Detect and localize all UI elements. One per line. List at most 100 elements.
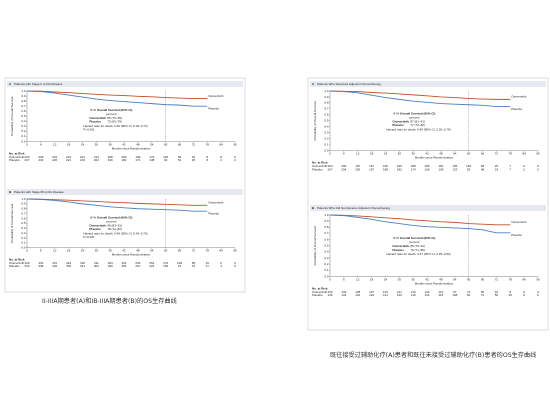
risk-count: 210	[80, 158, 85, 162]
y-tick-label: 0.1	[324, 268, 329, 272]
y-tick-label: 0.5	[324, 119, 329, 123]
table-value: 73 (66–79)	[107, 120, 122, 124]
series-label: Placebo	[208, 106, 219, 110]
risk-count: 189	[383, 167, 388, 171]
table-name: Osimertinib	[392, 120, 409, 124]
risk-count: 136	[327, 293, 332, 297]
x-tick-label: 78	[509, 277, 513, 281]
risk-count: 123	[383, 290, 388, 294]
risk-count: 326	[66, 264, 71, 268]
risk-count: 104	[466, 164, 471, 168]
risk-count: 314	[80, 264, 85, 268]
x-axis-label: Months since Randomization	[112, 253, 151, 257]
risk-count: 116	[411, 293, 416, 297]
risk-count: 17	[206, 264, 210, 268]
risk-count: 207	[327, 167, 332, 171]
x-tick-label: 6	[40, 142, 42, 146]
x-tick-label: 60	[164, 142, 168, 146]
panel-bg	[310, 205, 546, 211]
risk-count: 9	[523, 293, 525, 297]
x-axis-label: Months since Randomization	[112, 146, 151, 150]
risk-count: 181	[438, 164, 443, 168]
risk-count: 182	[397, 167, 402, 171]
x-tick-label: 84	[219, 249, 223, 253]
series-label: Osimertinib	[511, 220, 527, 224]
x-tick-label: 78	[206, 142, 210, 146]
hazard-ratio: Hazard ratio for death, 0.47 (95% CI, 0.…	[386, 252, 450, 256]
y-tick-label: 0.2	[21, 129, 26, 133]
table-name: Osimertinib	[89, 223, 106, 227]
risk-count: 160	[163, 264, 168, 268]
series-label: Osimertinib	[208, 94, 224, 98]
risk-count: 338	[38, 264, 43, 268]
risk-count: 134	[341, 293, 346, 297]
risk-count: 33	[495, 290, 499, 294]
y-tick-label: 0.3	[324, 256, 329, 260]
risk-count: 174	[411, 167, 416, 171]
y-tick-label: 0.3	[324, 131, 329, 135]
risk-count: 166	[425, 167, 430, 171]
x-tick-label: 6	[343, 277, 345, 281]
risk-name: Placebo	[312, 167, 323, 171]
risk-count: 0	[537, 167, 539, 171]
risk-count: 0	[537, 293, 539, 297]
risk-count: 6	[523, 164, 525, 168]
hazard-ratio: Hazard ratio for death, 0.49 (95% CI, 0.…	[83, 124, 147, 128]
y-tick-label: 0.4	[21, 226, 26, 230]
risk-count: 121	[383, 293, 388, 297]
y-tick-label: 0.8	[324, 225, 329, 229]
y-tick-label: 0.7	[324, 231, 329, 235]
risk-count: 332	[38, 261, 43, 265]
hazard-ratio: Hazard ratio for death, 0.49 (95% CI, 0.…	[83, 231, 147, 235]
risk-count: 115	[163, 155, 168, 159]
x-tick-label: 6	[343, 152, 345, 156]
table-value: 79 (71–85)	[410, 248, 425, 252]
x-tick-label: 60	[467, 277, 471, 281]
risk-count: 48	[481, 167, 485, 171]
risk-count: 50	[495, 293, 499, 297]
risk-count: 44	[192, 264, 196, 268]
risk-count: 226	[52, 158, 57, 162]
risk-count: 190	[397, 164, 402, 168]
y-tick-label: 0.0	[21, 246, 26, 250]
table-header: 5-Yr Overall Survival (95% CI)	[90, 108, 132, 112]
y-tick-label: 0.8	[21, 99, 26, 103]
figure-frame	[4, 77, 246, 293]
risk-count: 116	[411, 290, 416, 294]
risk-count: 304	[94, 264, 99, 268]
risk-count: 221	[80, 155, 85, 159]
panel-bg	[7, 81, 243, 87]
y-tick-label: 0.7	[21, 211, 26, 215]
risk-name: Osimertinib	[312, 164, 328, 168]
x-tick-label: 90	[536, 152, 540, 156]
risk-count: 339	[24, 261, 29, 265]
risk-count: 202	[94, 158, 99, 162]
panel-label: A	[9, 82, 12, 86]
risk-name: Placebo	[9, 158, 20, 162]
y-tick-label: 0.6	[324, 113, 329, 117]
x-tick-label: 18	[67, 142, 71, 146]
y-tick-label: 0.0	[324, 149, 329, 153]
y-axis-label: Probability of Overall Survival	[313, 101, 317, 141]
risk-count: 6	[220, 261, 222, 265]
risk-count: 200	[355, 167, 360, 171]
y-tick-label: 0.5	[21, 221, 26, 225]
risk-count: 97	[178, 264, 182, 268]
risk-count: 136	[327, 290, 332, 294]
x-tick-label: 90	[536, 277, 540, 281]
table-value: 85 (79–89)	[107, 116, 122, 120]
x-tick-label: 54	[150, 249, 154, 253]
y-tick-label: 0.4	[324, 250, 329, 254]
risk-count: 170	[149, 155, 154, 159]
y-tick-label: 0.9	[324, 219, 329, 223]
y-tick-label: 0.2	[21, 236, 26, 240]
panel-title: Patients Who Did Not Receive Adjuvant Ch…	[317, 206, 391, 210]
caption: 既往接受过辅助化疗(A)患者和既往未接受过辅助化疗(B)患者的OS生存曲线	[330, 351, 536, 359]
y-tick-label: 0.6	[324, 237, 329, 241]
panel-label: B	[312, 206, 315, 210]
risk-count: 159	[438, 167, 443, 171]
x-tick-label: 36	[109, 249, 113, 253]
table-name: Placebo	[392, 123, 404, 127]
risk-count: 121	[397, 290, 402, 294]
risk-count: 208	[108, 155, 113, 159]
